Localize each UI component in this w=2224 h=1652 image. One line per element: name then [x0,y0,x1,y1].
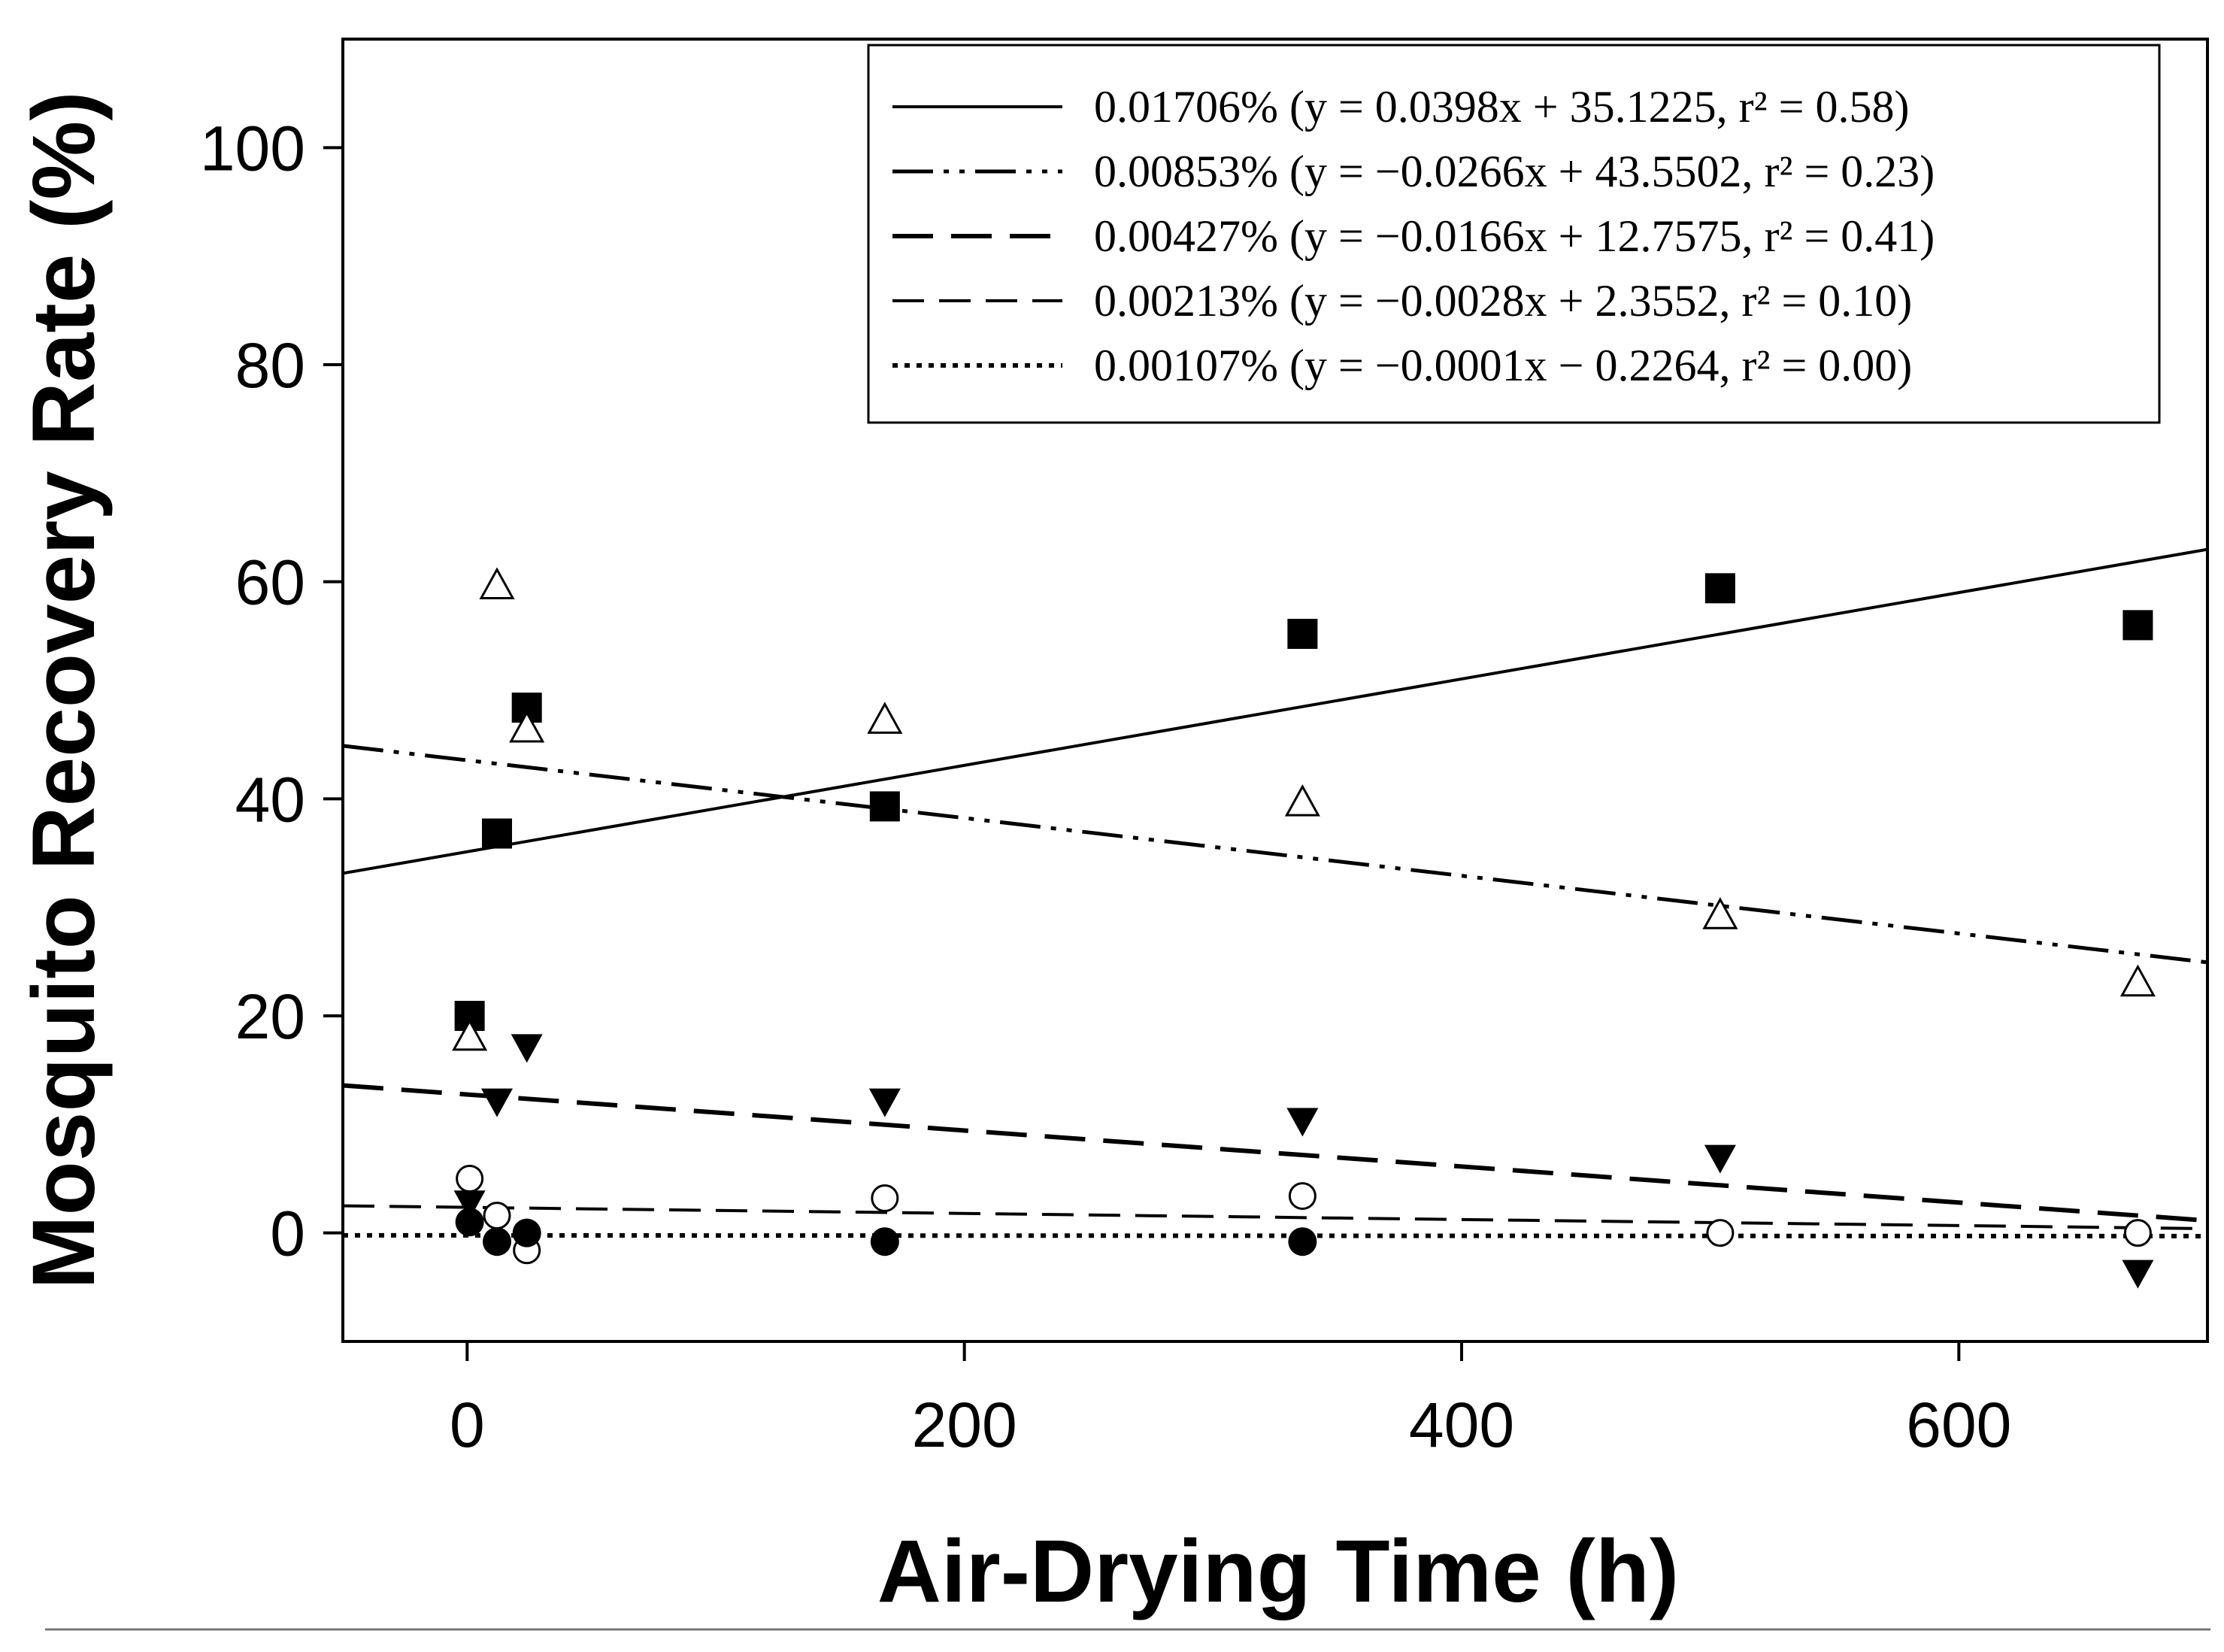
point-000427-24h [511,1034,543,1063]
fit-line-000107 [343,1232,2207,1238]
y-tick-label-20: 20 [235,981,305,1052]
point-000107-12h [483,1227,512,1256]
point-001706-336h [1287,618,1318,649]
fit-line-000427 [343,1083,2207,1223]
point-000853-168h [867,702,903,734]
x-tick-label-200: 200 [912,1390,1017,1460]
legend-label-000853: 0.00853% (y = −0.0266x + 43.5502, r² = 0… [1094,147,1935,196]
point-000107-168h [870,1227,899,1256]
point-000427-1h [453,1190,486,1220]
point-000213-1h [456,1165,484,1193]
legend-label-001706: 0.01706% (y = 0.0398x + 35.1225, r² = 0.… [1094,82,1909,132]
x-tick-label-0: 0 [450,1390,485,1460]
point-000427-672h [2122,1259,2154,1289]
point-000853-1h [452,1018,488,1051]
legend-label-000107: 0.00107% (y = −0.0001x − 0.2264, r² = 0.… [1094,341,1912,390]
point-000213-672h [2123,1219,2152,1247]
point-000853-504h [1702,897,1738,929]
x-axis-title: Air-Drying Time (h) [877,1522,1679,1621]
y-tick-label-100: 100 [200,113,305,183]
point-001706-504h [1704,573,1735,604]
legend-label-000213: 0.00213% (y = −0.0028x + 2.3552, r² = 0.… [1094,276,1912,326]
x-tick-label-600: 600 [1906,1390,2011,1460]
x-tick-label-400: 400 [1409,1390,1514,1460]
point-000853-336h [1284,784,1320,817]
legend-frame [867,44,2161,424]
y-tick-label-40: 40 [235,764,305,835]
point-000213-12h [483,1202,511,1230]
point-000107-24h [512,1218,541,1247]
point-000427-12h [481,1088,514,1117]
regression-lines [343,547,2207,1238]
point-001706-672h [2122,610,2153,641]
y-tick-label-0: 0 [270,1199,305,1269]
point-000427-504h [1704,1144,1736,1174]
y-tick-label-60: 60 [235,547,305,618]
point-000427-168h [868,1088,901,1117]
point-000427-336h [1286,1108,1319,1137]
legend: 0.01706% (y = 0.0398x + 35.1225, r² = 0.… [867,44,2161,424]
fit-line-001706 [343,547,2207,875]
x-axis: 0 200 400 600 [450,1341,2011,1460]
point-000213-168h [871,1184,899,1212]
y-axis-title: Mosquito Recovery Rate (%) [14,91,114,1289]
legend-label-000427: 0.00427% (y = −0.0166x + 12.7575, r² = 0… [1094,211,1935,261]
y-tick-label-80: 80 [235,330,305,401]
fit-line-000853 [343,744,2207,965]
point-000853-672h [2119,964,2156,997]
point-000853-12h [479,567,515,599]
point-000107-1h [455,1208,484,1237]
point-000213-504h [1706,1219,1735,1247]
point-001706-168h [869,791,900,822]
y-axis: 0 20 40 60 80 100 [200,113,343,1269]
fit-line-000213 [343,1204,2207,1230]
plot-frame [341,38,2209,1343]
point-001706-12h [482,818,513,849]
data-markers [452,567,2156,1289]
point-000107-336h [1288,1227,1317,1256]
point-000213-336h [1288,1182,1317,1211]
point-000853-24h [509,710,545,743]
